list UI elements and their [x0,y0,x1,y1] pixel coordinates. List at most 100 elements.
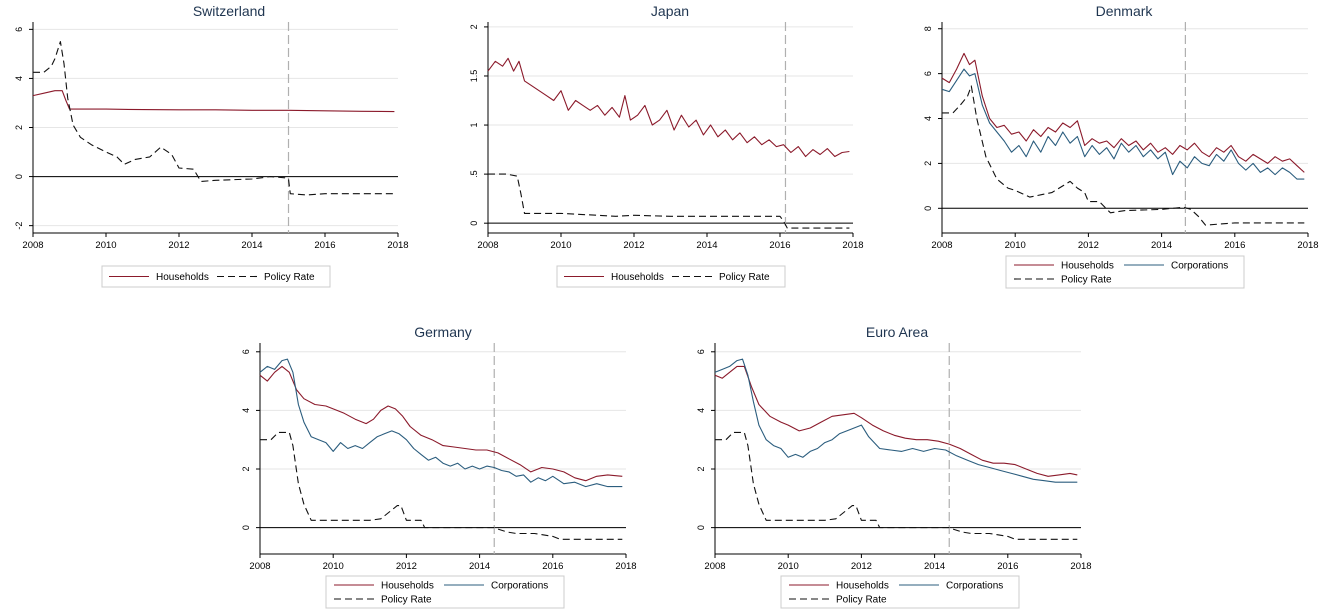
x-tick-label: 2010 [1005,240,1026,251]
legend-label: Households [381,581,434,592]
legend-box [101,265,331,288]
series-line-corporations [714,358,1078,483]
x-tick-label: 2014 [241,240,262,251]
chart-panel-denmark: Denmark 0 2 4 6 8 2008 2010 2012 2014 2016 2018 Hous… [923,3,1319,289]
chart-panel-japan: Japan 0 .5 1 1.5 2 2008 2010 2012 2014 2016 2018 Hou… [469,3,864,288]
legend: Households Corporations Policy Rate [1005,255,1245,289]
legend-label: Households [1061,261,1114,272]
legend-label: Policy Rate [1061,275,1112,286]
x-tick-label: 2012 [1078,240,1099,251]
series-line-policy-rate [942,85,1305,226]
series-line-households [259,365,623,482]
series-line-corporations [259,358,623,488]
x-tick-label: 2008 [249,561,270,572]
y-tick-label: 0 [469,221,479,226]
legend-label: Policy Rate [719,272,770,283]
y-tick-label: 2 [696,467,706,472]
series-line-households [714,365,1078,477]
legend-box [1005,255,1245,289]
y-tick-label: 6 [696,349,706,354]
chart-panel-switzerland: Switzerland -2 0 2 4 6 2008 2010 2012 2014 2016 201… [14,3,409,288]
x-tick-label: 2014 [1151,240,1172,251]
series-line-households [32,90,395,113]
y-tick-label: 2 [14,125,24,130]
chart-title: Japan [651,3,689,19]
y-tick-label: 4 [14,76,24,81]
series-line-corporations [941,68,1305,180]
y-tick-label: 2 [241,467,251,472]
x-tick-label: 2016 [314,240,335,251]
x-tick-label: 2008 [477,240,498,251]
series-line-policy-rate [488,173,850,229]
legend-label: Households [156,272,209,283]
y-tick-label: 0 [14,174,24,179]
x-tick-label: 2010 [550,240,571,251]
x-tick-label: 2010 [778,561,799,572]
y-tick-label: 6 [241,349,251,354]
series-line-households [941,52,1305,173]
chart-panel-euro-area: Euro Area 0 2 4 6 2008 2010 2012 2014 2016 2018 Hou… [696,324,1092,609]
y-tick-label: 2 [923,161,933,166]
x-tick-label: 2014 [696,240,717,251]
legend: Households Policy Rate [101,265,331,288]
legend-label: Corporations [1171,261,1228,272]
x-tick-label: 2012 [623,240,644,251]
legend-label: Corporations [946,581,1003,592]
y-tick-label: 4 [241,408,251,413]
series-line-policy-rate [715,431,1078,540]
x-tick-label: 2012 [851,561,872,572]
x-tick-label: 2010 [323,561,344,572]
y-tick-label: .5 [469,170,479,178]
x-tick-label: 2014 [924,561,945,572]
y-tick-label: 6 [923,71,933,76]
legend-label: Households [836,581,889,592]
legend: Households Policy Rate [556,265,786,288]
y-tick-label: 6 [14,27,24,32]
legend-label: Corporations [491,581,548,592]
x-tick-label: 2018 [842,240,863,251]
x-tick-label: 2012 [396,561,417,572]
y-tick-label: 4 [696,408,706,413]
x-tick-label: 2008 [22,240,43,251]
x-tick-label: 2014 [469,561,490,572]
x-tick-label: 2012 [168,240,189,251]
chart-panel-germany: Germany 0 2 4 6 2008 2010 2012 2014 2016 2018 House… [241,324,637,609]
x-tick-label: 2018 [1070,561,1091,572]
x-tick-label: 2016 [769,240,790,251]
chart-title: Euro Area [866,324,928,340]
x-tick-label: 2008 [931,240,952,251]
y-tick-label: 0 [923,206,933,211]
legend: Households Corporations Policy Rate [325,575,565,609]
chart-title: Switzerland [193,3,265,19]
legend-box [780,575,1020,609]
chart-title: Denmark [1096,3,1154,19]
series-line-policy-rate [33,41,395,196]
x-tick-label: 2016 [1224,240,1245,251]
y-tick-label: -2 [14,222,24,230]
x-tick-label: 2008 [704,561,725,572]
legend-label: Policy Rate [381,595,432,606]
y-tick-label: 1 [469,123,479,128]
x-tick-label: 2016 [997,561,1018,572]
y-tick-label: 2 [469,24,479,29]
series-line-policy-rate [260,431,623,540]
legend: Households Corporations Policy Rate [780,575,1020,609]
x-tick-label: 2016 [542,561,563,572]
y-tick-label: 8 [923,26,933,31]
y-tick-label: 0 [241,525,251,530]
y-tick-label: 0 [696,525,706,530]
legend-box [325,575,565,609]
y-tick-label: 1.5 [469,70,479,83]
x-tick-label: 2018 [615,561,636,572]
x-tick-label: 2018 [1297,240,1318,251]
legend-label: Policy Rate [264,272,315,283]
legend-label: Households [611,272,664,283]
legend-label: Policy Rate [836,595,887,606]
chart-title: Germany [414,324,472,340]
series-line-households [487,57,850,158]
x-tick-label: 2018 [387,240,408,251]
y-tick-label: 4 [923,116,933,121]
x-tick-label: 2010 [95,240,116,251]
